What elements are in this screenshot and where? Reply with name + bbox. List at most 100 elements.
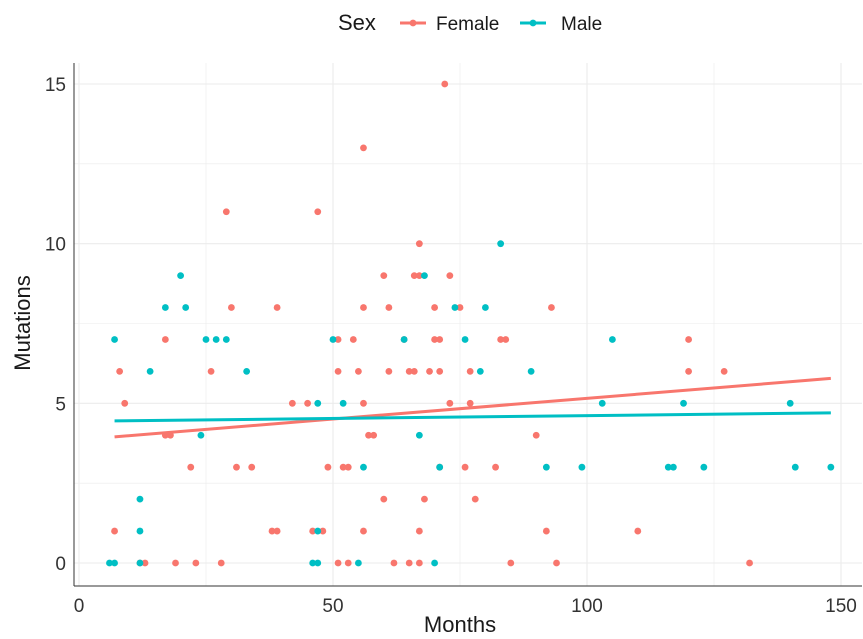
point-female [344,559,352,567]
x-tick-label: 150 [825,596,857,617]
point-male [609,336,616,343]
point-male [111,559,118,567]
point-female [111,527,118,535]
point-male [598,399,606,407]
y-tick-label: 15 [45,75,66,96]
point-female [415,527,423,535]
point-male [680,399,687,407]
point-female [446,399,454,407]
point-male [431,559,438,567]
point-female [385,304,393,311]
point-female [349,336,357,343]
point-male [400,336,408,343]
point-female [319,527,327,535]
point-male [700,463,708,471]
point-female [436,336,444,343]
point-female [446,272,454,279]
point-female [466,368,474,375]
point-male [436,463,444,471]
point-male [177,272,185,279]
point-female [309,527,317,535]
point-male [136,495,144,503]
legend-label-female: Female [436,14,499,35]
point-male [202,336,210,343]
point-female [441,80,449,88]
point-male [136,527,144,535]
point-female [553,559,560,567]
x-tick-label: 100 [571,596,603,617]
point-female [324,463,332,471]
point-male [212,336,220,343]
point-female [685,336,692,343]
point-female [385,368,393,375]
y-tick-label: 5 [55,394,66,415]
tick-labels: 0 50 100 150 0 5 10 15 [45,75,857,617]
point-female [248,463,256,471]
grid [74,63,862,586]
point-female [415,559,423,567]
x-tick-label: 50 [322,596,343,617]
point-male [339,399,347,407]
point-female [360,144,367,152]
point-female [314,208,322,216]
trend-line-male [114,411,831,423]
point-male [106,559,113,567]
point-female [634,527,642,535]
legend-label-male: Male [561,14,602,35]
point-female [532,431,540,439]
trend-line-female [114,376,831,439]
legend-title: Sex [338,10,376,35]
point-female [492,463,499,471]
point-female [390,559,398,567]
point-female [436,368,444,375]
point-female [431,304,438,311]
legend-key-dot-male [529,19,537,27]
point-female [466,399,474,407]
point-male [786,399,794,407]
data-points [106,80,835,567]
point-female [217,559,225,567]
y-tick-label: 0 [55,554,66,575]
point-male [527,368,535,375]
point-female [233,463,240,471]
point-female [268,527,276,535]
point-female [334,559,342,567]
point-male [360,463,367,471]
point-female [161,336,169,343]
point-female [360,527,367,535]
point-female [288,399,296,407]
point-female [426,368,433,375]
point-female [685,368,692,375]
point-male [461,336,469,343]
point-female [192,559,200,567]
point-female [456,304,464,311]
point-female [502,336,510,343]
point-male [415,431,423,439]
point-female [360,399,367,407]
point-female [415,272,423,279]
point-female [344,463,352,471]
point-male [329,336,337,343]
point-female [116,368,124,375]
y-tick-label: 10 [45,235,66,256]
point-male [482,304,489,311]
point-female [360,304,367,311]
point-female [304,399,311,407]
y-axis-title: Mutations [10,275,35,370]
point-female [141,559,149,567]
trend-lines [114,376,831,439]
point-female [415,240,423,248]
point-male [314,399,322,407]
point-female [405,368,413,375]
point-male [578,463,586,471]
point-female [365,431,372,439]
point-male [197,431,205,439]
point-female [542,527,550,535]
point-female [461,463,469,471]
point-female [410,368,418,375]
point-male [161,304,169,311]
point-male [243,368,251,375]
point-female [370,431,378,439]
point-female [410,272,418,279]
point-male [827,463,835,471]
